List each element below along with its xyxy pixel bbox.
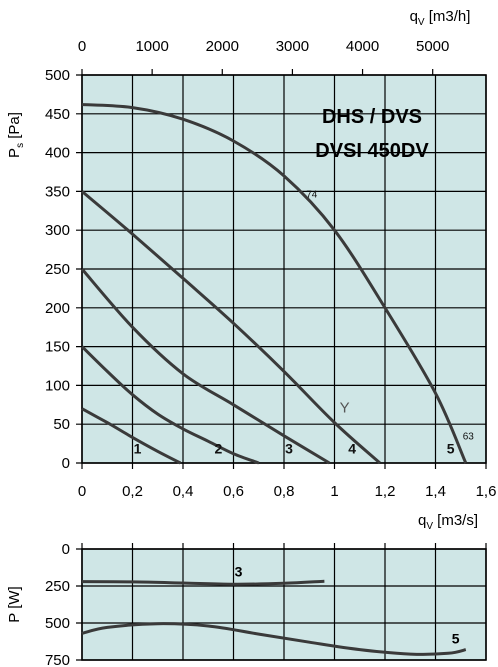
x-tick-label: 0,8	[274, 483, 295, 500]
x-tick-label: 1,6	[476, 483, 497, 500]
power-curve-label: 3	[235, 563, 243, 579]
y-tick-label: 350	[45, 183, 70, 200]
power-y-tick-label: 250	[45, 578, 70, 595]
y-tick-label: 0	[62, 455, 70, 472]
power-plot: 0 250 500 750 P [W] 3 5	[6, 541, 487, 667]
x-tick-label: 1,4	[425, 483, 446, 500]
top-tick-label: 0	[78, 38, 86, 55]
top-tick-label: 1000	[135, 38, 168, 55]
curve-label: 4	[348, 441, 356, 457]
x-tick-label: 0,2	[122, 483, 143, 500]
power-curve-label: 5	[452, 631, 460, 647]
y-tick-label: 50	[53, 416, 70, 433]
y-tick-label: 100	[45, 377, 70, 394]
power-y-tick-label: 0	[62, 541, 70, 558]
power-y-tick-label: 500	[45, 615, 70, 632]
y-tick-label: 500	[45, 67, 70, 84]
bottom-axis-label: qV [m3/s]	[418, 512, 478, 532]
top-axis-label: qV [m3/h]	[410, 8, 471, 28]
power-curve-5	[81, 622, 467, 656]
power-plot-frame	[81, 548, 487, 661]
top-tick-label: 2000	[206, 38, 239, 55]
curve-label: Y	[340, 400, 350, 417]
top-tick-label: 4000	[346, 38, 379, 55]
y-tick-label: 300	[45, 222, 70, 239]
curve-label: 5	[447, 441, 455, 457]
y-tick-label: 450	[45, 106, 70, 123]
curve-label: 2	[214, 441, 222, 457]
top-tick-label: 3000	[276, 38, 309, 55]
curve-label: 63	[463, 432, 475, 443]
x-tick-label: 1	[330, 483, 338, 500]
x-tick-label: 0,6	[223, 483, 244, 500]
curve-label: 3	[285, 441, 293, 457]
series-curve-4	[81, 190, 381, 465]
chart-title-line: DHS / DVS	[322, 106, 422, 128]
series-curve-3	[80, 268, 331, 465]
y-tick-label: 200	[45, 300, 70, 317]
y-tick-label: 250	[45, 261, 70, 278]
series-curve-2	[80, 345, 260, 465]
power-curve-3	[81, 579, 325, 586]
x-tick-label: 1,2	[375, 483, 396, 500]
x-tick-label: 0,4	[173, 483, 194, 500]
power-y-tick-label: 750	[45, 652, 70, 667]
series-curve-5	[81, 103, 468, 464]
curve-label: 74	[306, 190, 318, 201]
x-tick-label: 0	[78, 483, 86, 500]
series-curve-1	[81, 407, 182, 465]
y-tick-label: 150	[45, 339, 70, 356]
chart-title-line: DVSI 450DV	[315, 140, 429, 162]
y-tick-label: 400	[45, 145, 70, 162]
power-y-axis-label: P [W]	[6, 586, 23, 622]
y-axis-label: Ps [Pa]	[6, 112, 26, 158]
pressure-plot: 0 0,2 0,4 0,6 0,8 1 1,2 1,4 1,605010015020025030…	[6, 8, 496, 532]
top-tick-label: 5000	[416, 38, 449, 55]
curve-label: 1	[134, 441, 142, 457]
